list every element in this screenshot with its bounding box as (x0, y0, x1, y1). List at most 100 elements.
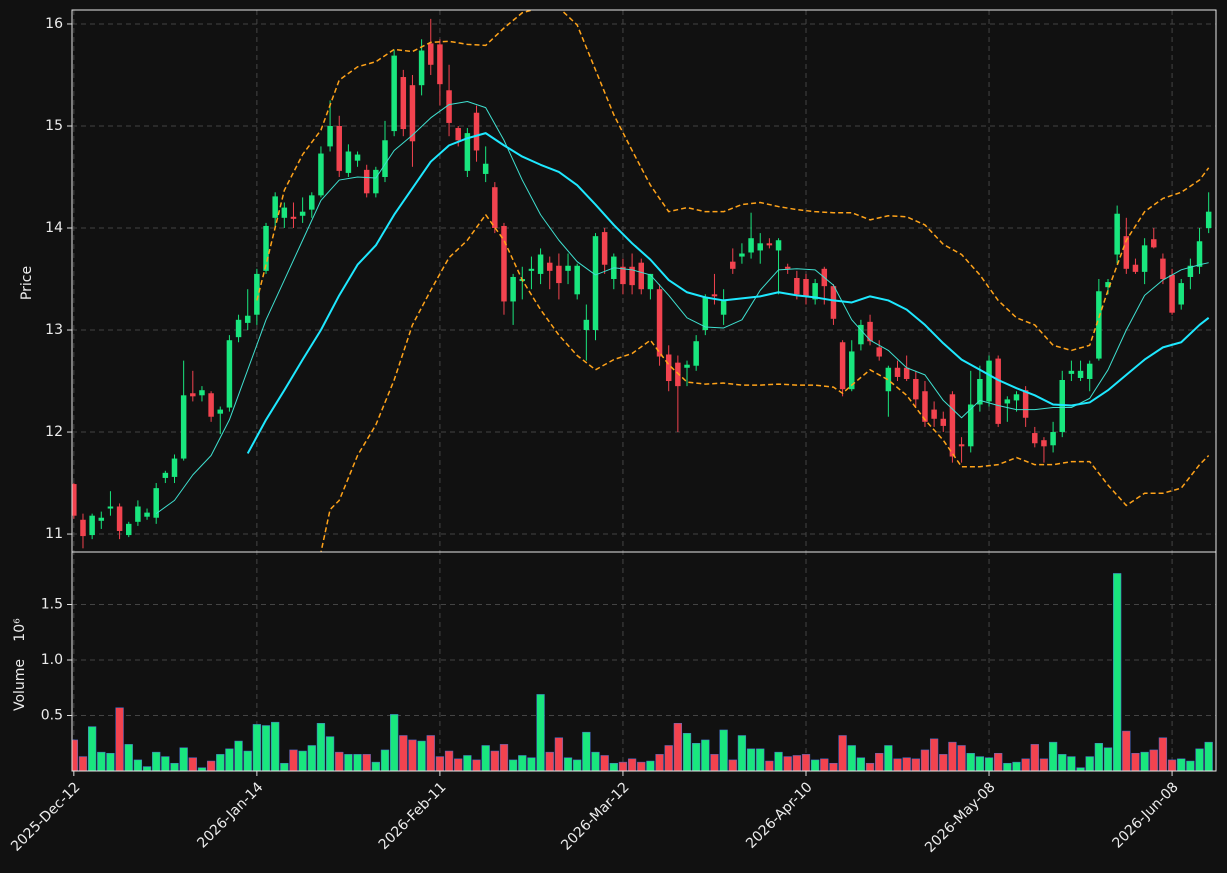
volume-bar (865, 762, 875, 771)
volume-axis-label: Volume (12, 659, 28, 711)
volume-bar (435, 756, 445, 771)
volume-bar (234, 740, 243, 771)
volume-bar (481, 745, 490, 771)
candle-body (556, 265, 562, 284)
volume-bar (380, 749, 390, 771)
volume-bar (1149, 749, 1158, 771)
candle-body (638, 262, 644, 290)
candle-body (345, 151, 352, 173)
volume-bar (984, 757, 994, 771)
volume-bar (271, 721, 280, 771)
candle-body (885, 367, 892, 392)
candle-body (720, 299, 727, 315)
volume-bar (737, 735, 747, 771)
volume-bar (106, 752, 115, 771)
volume-bar (417, 740, 426, 771)
candle-body (428, 43, 434, 65)
candle-body (684, 364, 690, 368)
volume-bar (911, 758, 920, 771)
volume-bar (801, 754, 811, 771)
volume-bar (710, 754, 719, 771)
volume-bar (78, 756, 88, 771)
volume-bar (280, 762, 289, 771)
candle-body (702, 297, 709, 331)
candle-body (1141, 245, 1148, 272)
candle-body (153, 488, 159, 518)
candle-body (510, 276, 516, 302)
candle-body (501, 225, 507, 302)
candle-body (72, 484, 77, 516)
volume-bar (1204, 741, 1213, 771)
volume-bar (344, 754, 353, 771)
candle-body (327, 125, 333, 147)
volume-bar (939, 754, 948, 771)
volume-bar (225, 748, 234, 771)
candle-body (565, 265, 571, 271)
y-tick-label: 15 (45, 118, 63, 134)
candle-body (1205, 211, 1212, 229)
volume-bar (170, 762, 179, 771)
candle-body (1114, 213, 1120, 255)
volume-bar (289, 749, 298, 771)
volume-bar (490, 750, 499, 771)
volume-bar (664, 745, 673, 771)
volume-bar (142, 766, 152, 771)
y-tick-label: 14 (45, 220, 63, 236)
volume-bar (1039, 758, 1049, 771)
candle-body (1187, 265, 1194, 277)
candle-body (894, 367, 901, 377)
indicator-line (256, 10, 1210, 352)
candle-body (281, 207, 288, 218)
candle-body (665, 354, 672, 382)
volume-bar (463, 755, 472, 771)
candle-body (1105, 282, 1111, 288)
candle-body (949, 394, 956, 457)
candle-body (1050, 432, 1056, 446)
candle-body (858, 324, 864, 345)
candle-body (464, 133, 471, 171)
candle-body (208, 393, 214, 417)
candle-body (1004, 399, 1011, 404)
volume-bar (646, 760, 655, 771)
candle-body (98, 517, 105, 521)
volume-bar (829, 762, 838, 771)
volume-bar (444, 750, 454, 771)
volume-bar (518, 755, 527, 771)
volume-bar (261, 725, 271, 771)
volume-bar (573, 759, 582, 771)
volume-bar (527, 757, 536, 771)
volume-bar (454, 758, 463, 771)
price-panel (72, 10, 1212, 552)
price-axis-label: Price (19, 266, 35, 300)
candle-body (757, 243, 763, 251)
y-tick-label: 1.5 (41, 597, 63, 613)
candle-body (1096, 291, 1102, 359)
volume-scale-label: 10⁶ (12, 618, 28, 642)
candle-body (80, 519, 86, 537)
candle-body (574, 265, 580, 295)
y-tick-label: 12 (45, 424, 63, 440)
candle-body (748, 238, 754, 253)
volume-bar (746, 748, 756, 771)
candle-body (1123, 236, 1130, 269)
indicator-line (155, 101, 1209, 515)
y-tick-label: 13 (45, 322, 63, 338)
volume-bar (966, 752, 975, 771)
volume-bar (884, 745, 893, 771)
volume-bar (756, 748, 765, 771)
candle-body (171, 458, 178, 477)
candle-body (1151, 239, 1157, 248)
volume-bar (298, 750, 307, 771)
candle-body (309, 195, 315, 210)
candle-body (492, 187, 498, 229)
candle-body (473, 112, 480, 151)
volume-bar (719, 729, 728, 771)
candle-body (1178, 283, 1184, 305)
candle-body (217, 409, 224, 414)
volume-bar (252, 724, 262, 771)
candle-body (1132, 264, 1139, 272)
candle-body (1068, 370, 1075, 374)
volume-bar (115, 707, 124, 771)
candle-body (1169, 274, 1175, 313)
volume-bar (975, 756, 985, 771)
